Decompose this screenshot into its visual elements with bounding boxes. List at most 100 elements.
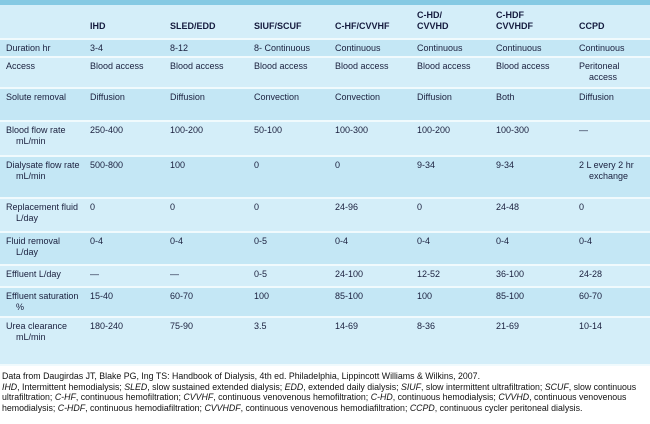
table-cell: Blood access bbox=[84, 58, 164, 89]
footnotes: Data from Daugirdas JT, Blake PG, Ing TS… bbox=[0, 366, 650, 413]
table-cell: 0 bbox=[573, 199, 650, 233]
table-cell: Diffusion bbox=[573, 89, 650, 122]
abbreviation-term: C-HD bbox=[370, 392, 393, 403]
table-cell: 100-300 bbox=[329, 122, 411, 157]
table-cell: 85-100 bbox=[490, 288, 573, 318]
table-cell: Peritoneal access bbox=[573, 58, 650, 89]
table-row: Solute removal Diffusion Diffusion Convecti… bbox=[0, 89, 650, 122]
table-cell: 36-100 bbox=[490, 266, 573, 288]
table-cell: — bbox=[84, 266, 164, 288]
table-row: Effluent L/day — —0-5 24-100 12-52 36-100 24-2… bbox=[0, 266, 650, 288]
table-body: Duration hr 3-4 8-12 8- Continuous Continuou… bbox=[0, 40, 650, 366]
table-cell: 24-96 bbox=[329, 199, 411, 233]
table-cell: 75-90 bbox=[164, 318, 248, 366]
column-header: C-HDF CVVHDF bbox=[490, 5, 573, 40]
table-cell: 100 bbox=[411, 288, 490, 318]
abbreviation-term: CCPD bbox=[409, 402, 435, 413]
abbreviation-term: IHD bbox=[2, 381, 18, 392]
row-label: Effluent saturation % bbox=[0, 288, 84, 318]
row-label: Effluent L/day bbox=[0, 266, 84, 288]
abbreviation-term: C-HF bbox=[54, 392, 76, 403]
table-cell: 21-69 bbox=[490, 318, 573, 366]
table-row: Replacement fluid L/day 0 0 0 24-96 0 24-48 0 bbox=[0, 199, 650, 233]
source-note: Data from Daugirdas JT, Blake PG, Ing TS… bbox=[2, 371, 481, 381]
table-cell: Blood access bbox=[329, 58, 411, 89]
table-cell: 0-5 bbox=[248, 266, 329, 288]
table-cell: 24-100 bbox=[329, 266, 411, 288]
table-cell: 0 bbox=[329, 157, 411, 199]
table-row: Access Blood access Blood access Blood acce… bbox=[0, 58, 650, 89]
table-cell: Continuous bbox=[329, 40, 411, 58]
table-row: Fluid removal L/day 0-4 0-4 0-5 0-4 0-4 0-4 0-4 bbox=[0, 233, 650, 266]
table-cell: 0-4 bbox=[164, 233, 248, 266]
table-cell: Both bbox=[490, 89, 573, 122]
table-cell: 0-5 bbox=[248, 233, 329, 266]
table-cell: 24-48 bbox=[490, 199, 573, 233]
table-cell: 0 bbox=[248, 199, 329, 233]
abbreviation-term: EDD bbox=[284, 381, 304, 392]
table-cell: 0-4 bbox=[490, 233, 573, 266]
table-cell: 100 bbox=[164, 157, 248, 199]
table-cell: 0-4 bbox=[329, 233, 411, 266]
table-cell: 15-40 bbox=[84, 288, 164, 318]
table-row: Urea clearance mL/min 180-240 75-90 3.5 14-6… bbox=[0, 318, 650, 366]
abbreviation-term: SCUF bbox=[544, 381, 569, 392]
column-header: IHD bbox=[84, 5, 164, 40]
table-cell: 500-800 bbox=[84, 157, 164, 199]
table-cell: Blood access bbox=[490, 58, 573, 89]
table-cell: 0-4 bbox=[411, 233, 490, 266]
table-cell: 14-69 bbox=[329, 318, 411, 366]
table-cell: 0 bbox=[411, 199, 490, 233]
table-cell: 180-240 bbox=[84, 318, 164, 366]
abbreviation-term: CVVHDF bbox=[204, 402, 241, 413]
table-cell: 60-70 bbox=[573, 288, 650, 318]
table-cell: 0 bbox=[84, 199, 164, 233]
row-label-header bbox=[0, 5, 84, 40]
abbreviations-note: IHD, Intermittent hemodialysis; SLED, sl… bbox=[2, 381, 637, 413]
row-label: Urea clearance mL/min bbox=[0, 318, 84, 366]
abbreviation-term: CVVHF bbox=[183, 392, 214, 403]
table-cell: 0 bbox=[164, 199, 248, 233]
column-header: CCPD bbox=[573, 5, 650, 40]
table-cell: Continuous bbox=[573, 40, 650, 58]
row-label: Blood flow rate mL/min bbox=[0, 122, 84, 157]
row-label: Duration hr bbox=[0, 40, 84, 58]
table-cell: 9-34 bbox=[490, 157, 573, 199]
table-cell: Diffusion bbox=[84, 89, 164, 122]
table-cell: 100 bbox=[248, 288, 329, 318]
table-cell: 0-4 bbox=[84, 233, 164, 266]
table-row: Dialysate flow rate mL/min 500-800 100 0 0 9-… bbox=[0, 157, 650, 199]
table-cell: 0 bbox=[248, 157, 329, 199]
column-header: C-HF/CVVHF bbox=[329, 5, 411, 40]
table-cell: 250-400 bbox=[84, 122, 164, 157]
row-label: Solute removal bbox=[0, 89, 84, 122]
abbreviation-term: SLED bbox=[124, 381, 148, 392]
table-cell: 8-12 bbox=[164, 40, 248, 58]
table-cell: 9-34 bbox=[411, 157, 490, 199]
table-cell: 12-52 bbox=[411, 266, 490, 288]
row-label: Dialysate flow rate mL/min bbox=[0, 157, 84, 199]
column-header: C-HD/ CVVHD bbox=[411, 5, 490, 40]
abbreviation-term: CVVHD bbox=[498, 392, 530, 403]
column-header: SLED/EDD bbox=[164, 5, 248, 40]
table-cell: 100-200 bbox=[411, 122, 490, 157]
table-cell: 2 L every 2 hr exchange bbox=[573, 157, 650, 199]
table-cell: 60-70 bbox=[164, 288, 248, 318]
table-cell: Continuous bbox=[490, 40, 573, 58]
table-cell: 3.5 bbox=[248, 318, 329, 366]
table-cell: Convection bbox=[329, 89, 411, 122]
table-cell: Convection bbox=[248, 89, 329, 122]
row-label: Replacement fluid L/day bbox=[0, 199, 84, 233]
table-cell: — bbox=[573, 122, 650, 157]
abbreviation-term: C-HDF bbox=[57, 402, 86, 413]
table-cell: 0-4 bbox=[573, 233, 650, 266]
table-cell: 8- Continuous bbox=[248, 40, 329, 58]
table-cell: 85-100 bbox=[329, 288, 411, 318]
table-cell: 24-28 bbox=[573, 266, 650, 288]
table-cell: — bbox=[164, 266, 248, 288]
dialysis-modalities-table: IHD SLED/EDD SIUF/SCUF C-HF/CVVHF C-HD/ CVVH… bbox=[0, 5, 650, 366]
table-cell: Continuous bbox=[411, 40, 490, 58]
table-cell: Blood access bbox=[164, 58, 248, 89]
header-row: IHD SLED/EDD SIUF/SCUF C-HF/CVVHF C-HD/ CVVH… bbox=[0, 5, 650, 40]
